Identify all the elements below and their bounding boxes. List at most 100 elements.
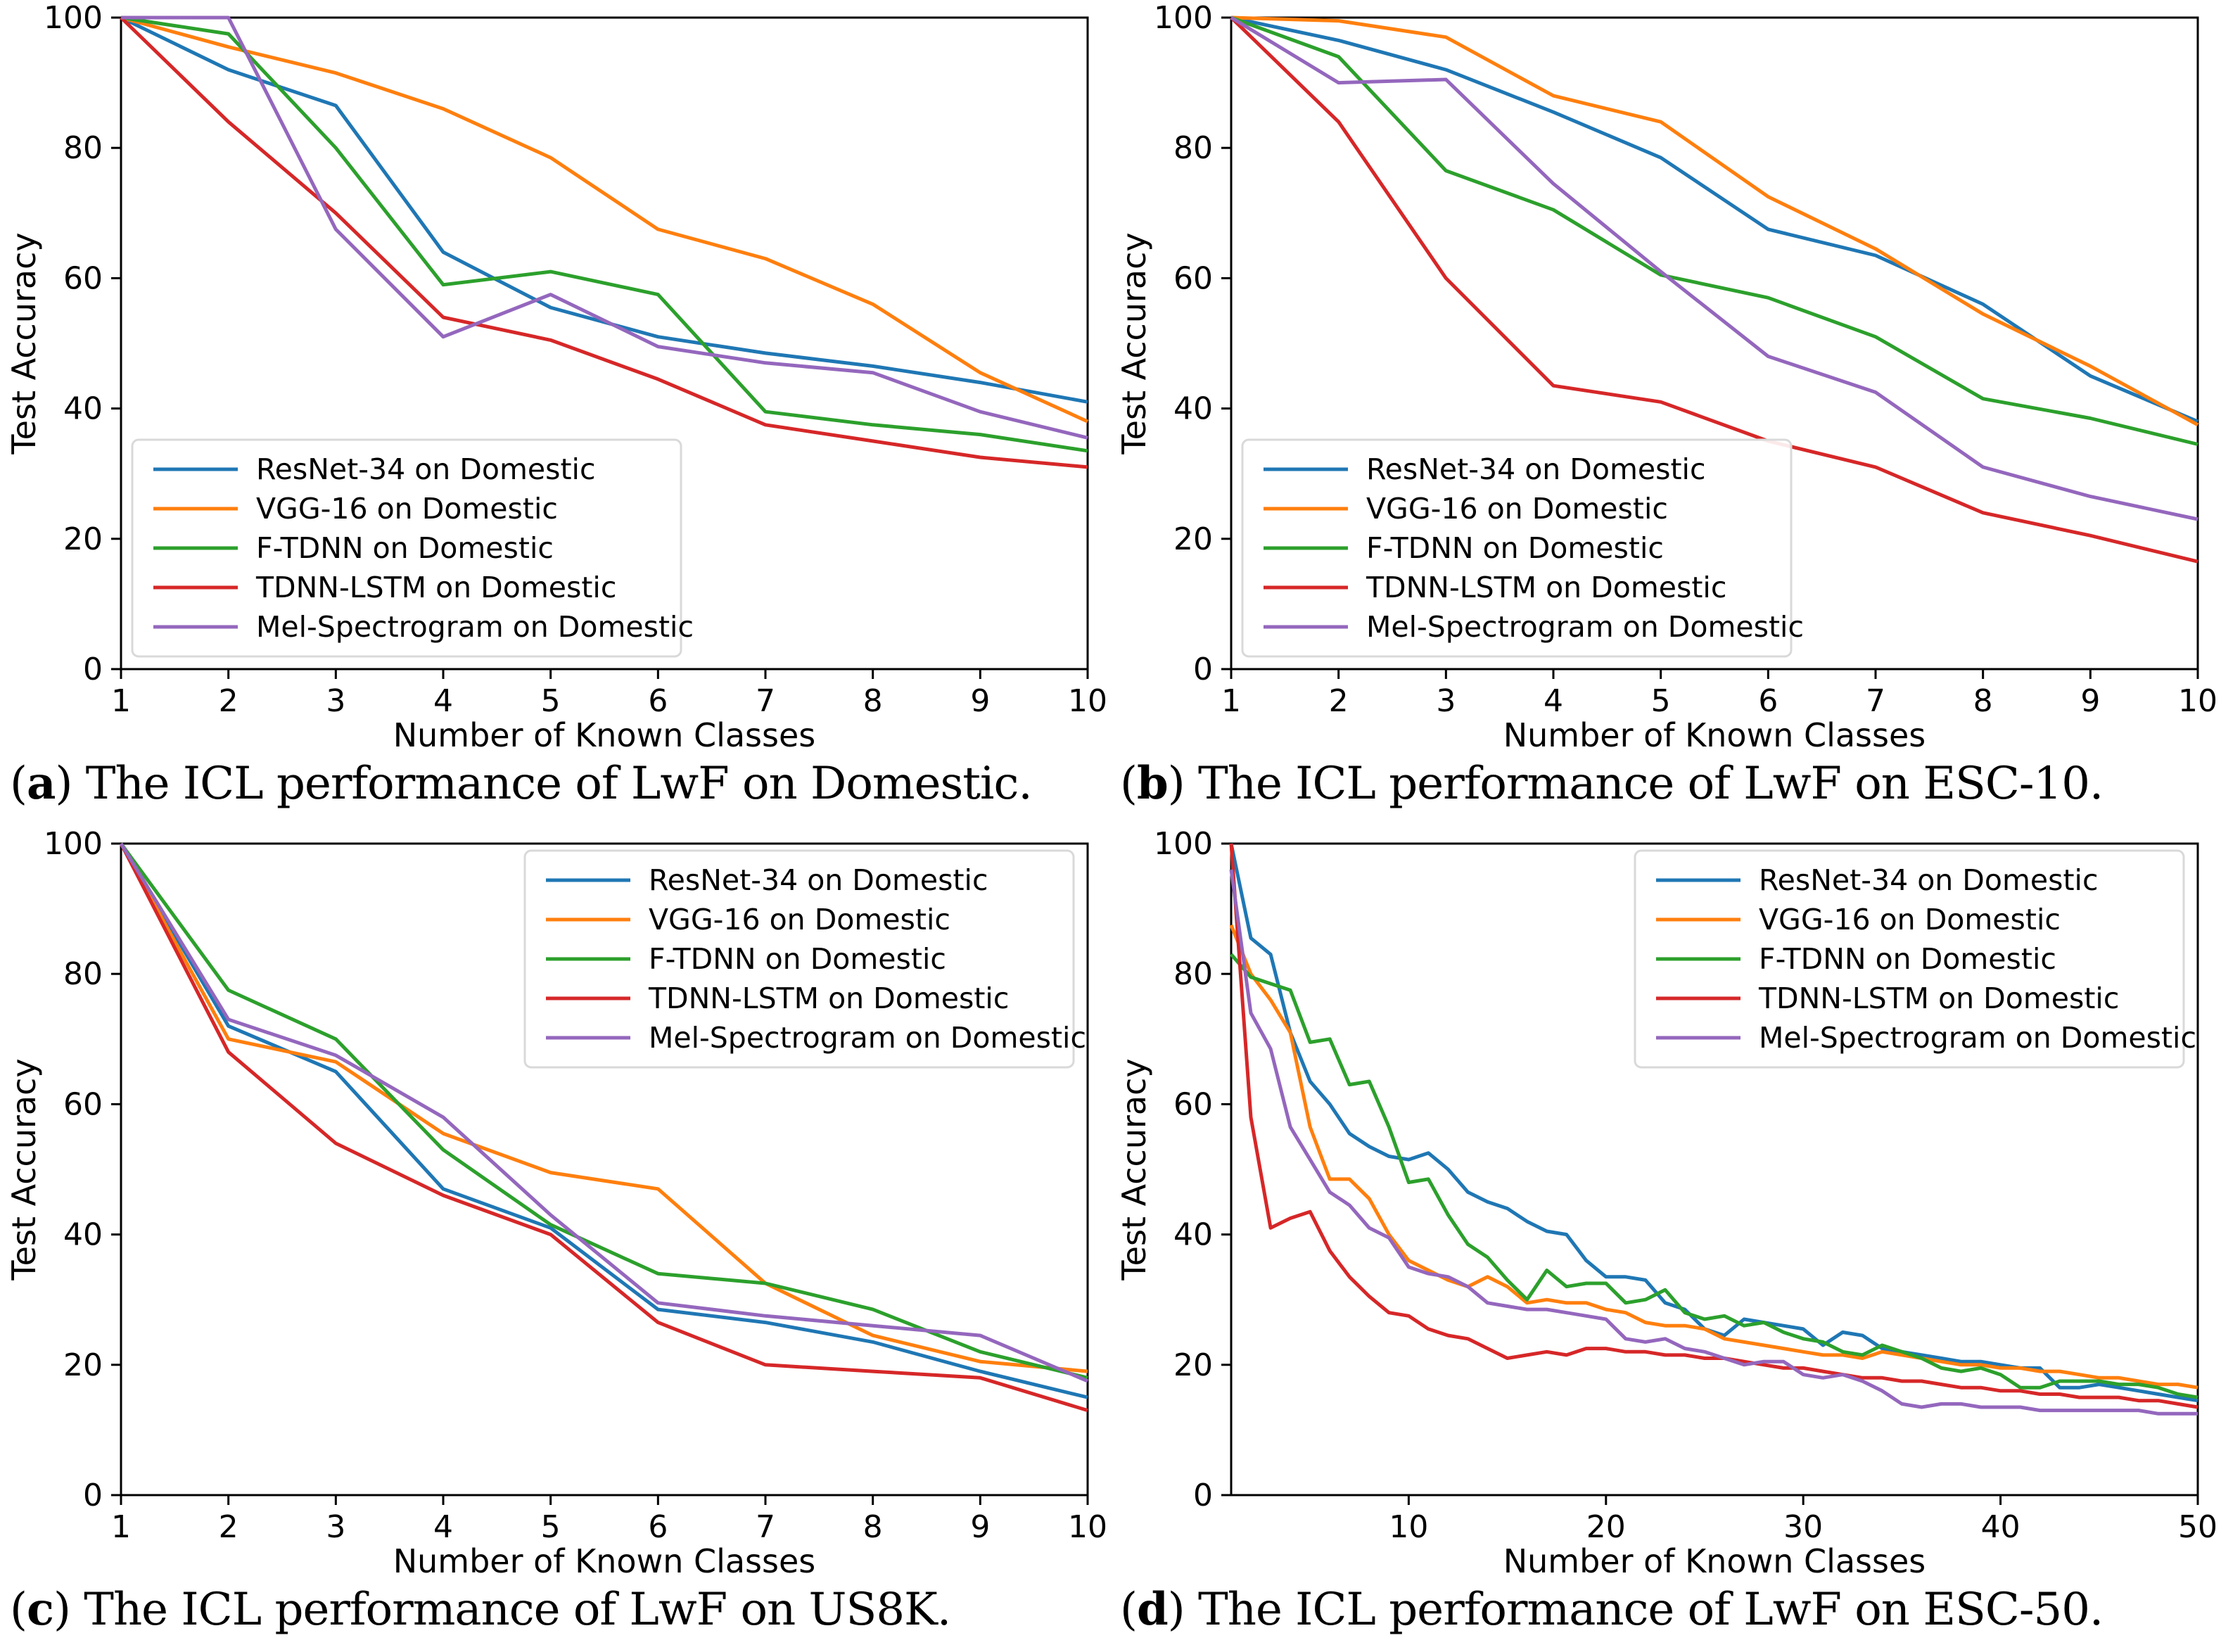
x-axis-tick-label: 6	[648, 683, 668, 719]
y-axis-tick-label: 0	[83, 652, 103, 687]
caption-c-letter: c	[26, 1583, 54, 1636]
legend-label-resnet-34-on-domestic: ResNet-34 on Domestic	[649, 863, 988, 897]
x-axis-tick-label: 4	[433, 683, 453, 719]
caption-c-paren-open: (	[10, 1584, 27, 1636]
y-axis-tick-label: 60	[1173, 1086, 1213, 1122]
y-axis-tick-label: 20	[63, 1347, 103, 1383]
caption-c: (c) The ICL performance of LwF on US8K.	[0, 1573, 1110, 1636]
caption-c-text: The ICL performance of LwF on US8K.	[84, 1584, 951, 1636]
x-axis-title: Number of Known Classes	[1503, 1542, 1926, 1573]
legend-label-tdnn-lstm-on-domestic: TDNN-LSTM on Domestic	[648, 981, 1009, 1015]
series-line-tdnn-lstm-on-domestic	[1230, 16, 2198, 564]
x-axis-tick-label: 3	[326, 1509, 345, 1545]
y-axis-tick-label: 0	[1193, 652, 1213, 687]
y-axis-tick-label: 100	[1154, 0, 1213, 36]
y-axis-tick-label: 100	[44, 826, 103, 862]
x-axis-tick-label: 5	[541, 683, 561, 719]
chart-a-canvas: 0 20 40 60 80 100 1 2 3 4 5 6 7 8 9 10 Number of Known C…	[5, 0, 1107, 747]
series-line-f-tdnn-on-domestic	[120, 15, 1088, 453]
x-axis-tick-label: 30	[1783, 1509, 1823, 1545]
chart-c-canvas: 0 20 40 60 80 100 1 2 3 4 5 6 7 8 9 10 Number of Known C…	[5, 826, 1107, 1573]
legend-label-mel-spectrogram-on-domestic: Mel-Spectrogram on Domestic	[1759, 1021, 2196, 1055]
legend-label-resnet-34-on-domestic: ResNet-34 on Domestic	[256, 452, 596, 486]
legend-label-vgg-16-on-domestic: VGG-16 on Domestic	[649, 903, 950, 936]
x-axis-tick-label: 8	[863, 1509, 883, 1545]
caption-b: (b) The ICL performance of LwF on ESC-10…	[1110, 747, 2221, 810]
x-axis-tick-label: 10	[2178, 683, 2217, 719]
series-line-mel-spectrogram-on-domestic	[1230, 15, 2198, 521]
y-axis-tick-label: 80	[1173, 956, 1213, 992]
caption-b-paren-open: (	[1120, 758, 1138, 810]
x-axis-tick-label: 20	[1586, 1509, 1626, 1545]
subplot-a: 0 20 40 60 80 100 1 2 3 4 5 6 7 8 9 10 Number of Known C…	[0, 0, 1110, 826]
series-line-tdnn-lstm-on-domestic	[120, 16, 1088, 469]
caption-a: (a) The ICL performance of LwF on Domest…	[0, 747, 1110, 810]
x-axis-tick-label: 40	[1981, 1509, 2020, 1545]
chart-d-canvas: 0 20 40 60 80 100 10 20 30 40 50 Number of Known Cl…	[1115, 826, 2217, 1573]
x-axis-tick-label: 6	[648, 1509, 668, 1545]
x-axis-tick-label: 7	[1866, 683, 1885, 719]
legend-label-f-tdnn-on-domestic: F-TDNN on Domestic	[649, 942, 946, 976]
caption-b-letter: b	[1136, 757, 1169, 810]
series-line-vgg-16-on-domestic	[120, 15, 1089, 424]
y-axis-tick-label: 40	[63, 391, 103, 427]
x-axis-tick-label: 7	[756, 683, 775, 719]
legend-label-tdnn-lstm-on-domestic: TDNN-LSTM on Domestic	[1366, 571, 1726, 604]
legend-box	[523, 849, 1075, 1069]
legend-label-f-tdnn-on-domestic: F-TDNN on Domestic	[1759, 942, 2056, 976]
x-axis-tick-label: 2	[219, 683, 238, 719]
y-axis-tick-label: 20	[1173, 1347, 1213, 1383]
caption-d-paren-close: )	[1167, 1584, 1199, 1636]
x-axis-tick-label: 8	[863, 683, 883, 719]
x-axis-tick-label: 6	[1758, 683, 1778, 719]
legend-label-tdnn-lstm-on-domestic: TDNN-LSTM on Domestic	[1758, 981, 2119, 1015]
y-axis-tick-label: 20	[63, 521, 103, 557]
caption-d-paren-open: (	[1120, 1584, 1138, 1636]
x-axis-tick-label: 3	[326, 683, 345, 719]
x-axis-tick-label: 10	[1068, 1509, 1107, 1545]
legend-label-vgg-16-on-domestic: VGG-16 on Domestic	[1759, 903, 2061, 936]
x-axis-title: Number of Known Classes	[393, 716, 816, 747]
subplot-d: 0 20 40 60 80 100 10 20 30 40 50 Number of Known Cl…	[1110, 826, 2221, 1652]
legend-label-mel-spectrogram-on-domestic: Mel-Spectrogram on Domestic	[256, 610, 694, 644]
series-line-mel-spectrogram-on-domestic	[1229, 869, 2198, 1416]
y-axis-tick-label: 80	[63, 956, 103, 992]
x-axis-tick-label: 1	[111, 1509, 131, 1545]
caption-a-letter: a	[26, 757, 56, 810]
plot-border	[120, 16, 1089, 671]
legend-box	[131, 438, 682, 658]
legend-box	[1634, 849, 2185, 1069]
legend-label-resnet-34-on-domestic: ResNet-34 on Domestic	[1366, 452, 1706, 486]
plot-border	[1230, 842, 2199, 1497]
y-axis-title: Test Accuracy	[5, 1058, 43, 1281]
y-axis-tick-label: 60	[63, 1086, 103, 1122]
caption-a-paren-open: (	[10, 758, 27, 810]
caption-a-text: The ICL performance of LwF on Domestic.	[85, 758, 1033, 810]
caption-d-letter: d	[1136, 1583, 1169, 1636]
series-line-tdnn-lstm-on-domestic	[1229, 843, 2198, 1409]
x-axis-tick-label: 1	[111, 683, 131, 719]
plot-border	[120, 842, 1089, 1497]
caption-b-text: The ICL performance of LwF on ESC-10.	[1198, 758, 2104, 810]
x-axis-tick-label: 9	[970, 1509, 990, 1545]
chart-b-canvas: 0 20 40 60 80 100 1 2 3 4 5 6 7 8 9 10 Number of Known C…	[1115, 0, 2217, 747]
legend: ResNet-34 on Domestic VGG-16 on Domestic F…	[1634, 849, 2196, 1069]
x-axis-tick-label: 4	[433, 1509, 453, 1545]
y-axis-tick-label: 80	[1173, 130, 1213, 166]
x-axis-tick-label: 1	[1221, 683, 1241, 719]
y-axis-tick-label: 60	[63, 260, 103, 296]
series-line-vgg-16-on-domestic	[1230, 15, 2199, 426]
x-axis-title: Number of Known Classes	[1503, 716, 1926, 747]
x-axis-tick-label: 5	[541, 1509, 561, 1545]
series-line-mel-spectrogram-on-domestic	[119, 842, 1088, 1383]
x-axis-tick-label: 5	[1651, 683, 1671, 719]
series-line-tdnn-lstm-on-domestic	[119, 842, 1088, 1412]
y-axis-tick-label: 0	[1193, 1478, 1213, 1513]
series-line-resnet-34-on-domestic	[1230, 15, 2198, 424]
x-axis-tick-label: 4	[1544, 683, 1563, 719]
y-axis-tick-label: 40	[63, 1217, 103, 1253]
x-axis-tick-label: 7	[756, 1509, 775, 1545]
y-axis-title: Test Accuracy	[5, 232, 43, 455]
series-line-mel-spectrogram-on-domestic	[121, 15, 1088, 440]
